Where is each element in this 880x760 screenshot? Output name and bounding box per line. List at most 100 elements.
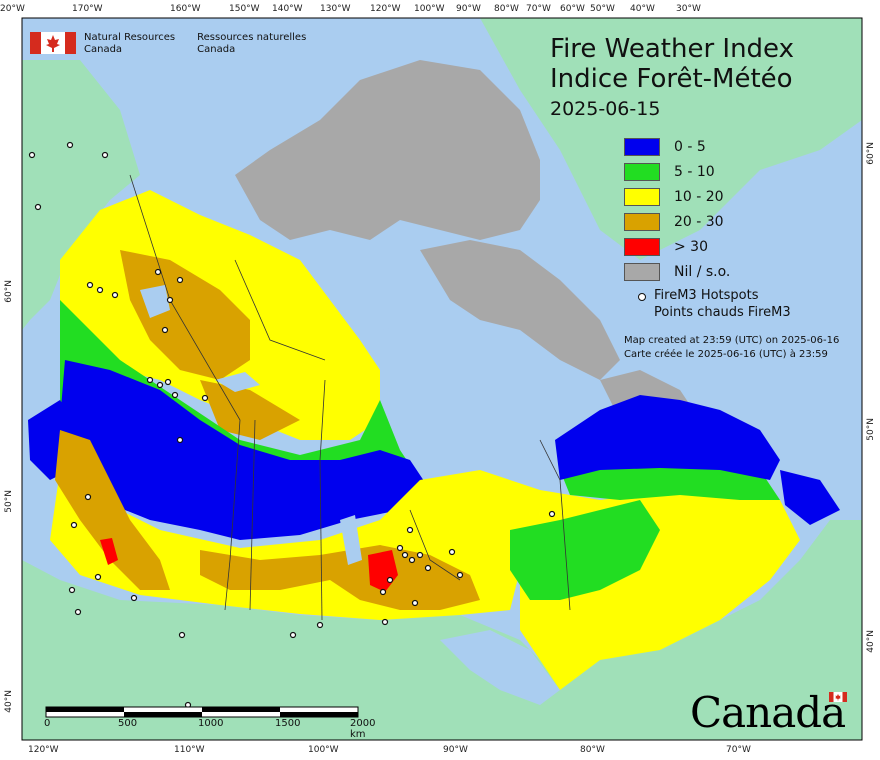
scale-bar: 0 500 1000 1500 2000 km: [44, 704, 375, 740]
map-title: Fire Weather Index Indice Forêt-Météo 20…: [550, 34, 794, 122]
agency-en-line1: Natural Resources: [84, 32, 176, 43]
canada-wordmark: Canada: [690, 688, 846, 737]
hotspot-point: [96, 286, 104, 294]
scale-bar-graphic: [45, 706, 359, 718]
legend-item: 10 - 20: [624, 184, 730, 209]
fwi-legend: 0 - 5 5 - 10 10 - 20 20 - 30 > 30 Nil / s.o.: [624, 134, 730, 284]
legend-label: 5 - 10: [674, 163, 715, 180]
fwi-red-bc: [100, 538, 118, 565]
wordmark-flag-icon: [829, 692, 847, 702]
legend-swatch: [624, 237, 660, 256]
legend-label: > 30: [674, 238, 708, 255]
graticule-label: 50°N: [866, 418, 876, 441]
agency-fr-line2: Canada: [197, 44, 236, 55]
hotspot-point: [201, 394, 209, 402]
agency-fr-line1: Ressources naturelles: [197, 32, 307, 43]
legend-item: 20 - 30: [624, 209, 730, 234]
greenland-land: [480, 18, 862, 260]
title-date: 2025-06-15: [550, 98, 661, 120]
agency-en-line2: Canada: [84, 44, 123, 55]
hotspot-point: [130, 594, 138, 602]
graticule-label: 110°W: [174, 745, 205, 755]
hotspot-point: [289, 631, 297, 639]
legend-swatch: [624, 187, 660, 206]
hotspot-point: [401, 551, 409, 559]
hotspot-point: [406, 526, 414, 534]
legend-swatch: [624, 262, 660, 281]
hotspot-point: [424, 564, 432, 572]
hotspot-point: [379, 588, 387, 596]
fwi-west-blue: [60, 360, 430, 540]
hotspot-point: [156, 381, 164, 389]
legend-item: > 30: [624, 234, 730, 259]
hotspot-point: [164, 378, 172, 386]
fwi-quebec-blue: [555, 395, 780, 480]
hotspot-point: [28, 151, 36, 159]
graticule-label: 120°W: [28, 745, 59, 755]
arctic-islands: [235, 60, 540, 240]
legend-swatch: [624, 212, 660, 231]
hotspot-point: [146, 376, 154, 384]
legend-label: 10 - 20: [674, 188, 724, 205]
hotspot-point: [34, 203, 42, 211]
hotspot-point: [74, 608, 82, 616]
hotspot-point: [176, 276, 184, 284]
canada-flag-icon: [30, 32, 76, 54]
graticule-label: 40°N: [866, 630, 876, 653]
alaska-land: [22, 60, 140, 330]
credits-fr: Carte créée le 2025-06-16 (UTC) à 23:59: [624, 349, 828, 360]
hotspot-point: [386, 576, 394, 584]
hotspot-point: [84, 493, 92, 501]
nrcan-signature: Natural Resources Canada Ressources natu…: [30, 32, 306, 56]
graticule-label: 90°W: [443, 745, 468, 755]
hotspot-point: [176, 436, 184, 444]
hotspot-point: [111, 291, 119, 299]
agency-name-en: Natural Resources Canada: [84, 32, 175, 56]
legend-label: Nil / s.o.: [674, 263, 731, 280]
scale-bar-label: 1500: [275, 718, 301, 729]
usa-land: [22, 520, 862, 740]
hotspot-point: [448, 548, 456, 556]
hotspot-point: [166, 296, 174, 304]
graticule-label: 70°W: [726, 745, 751, 755]
graticule-label: 100°W: [308, 745, 339, 755]
graticule-label: 50°W: [590, 4, 615, 14]
map-credits: Map created at 23:59 (UTC) on 2025-06-16…: [624, 334, 839, 362]
hotspot-point: [171, 391, 179, 399]
hotspot-point: [548, 510, 556, 518]
graticule-label: 30°W: [676, 4, 701, 14]
graticule-label: 40°W: [630, 4, 655, 14]
graticule-label: 60°W: [560, 4, 585, 14]
fwi-newfoundland-blue: [780, 470, 840, 525]
graticule-label: 40°N: [4, 690, 14, 713]
hudson-bay: [380, 320, 530, 480]
hotspot-label-fr: Points chauds FireM3: [654, 305, 791, 320]
hotspot-point: [154, 268, 162, 276]
graticule-label: 120°W: [370, 4, 401, 14]
graticule-label: 50°N: [4, 490, 14, 513]
great-slave-lake: [215, 372, 260, 392]
graticule-label: 70°W: [526, 4, 551, 14]
hotspot-point: [66, 141, 74, 149]
title-en: Fire Weather Index: [550, 34, 794, 64]
hotspot-point: [416, 551, 424, 559]
hotspot-marker-icon: [638, 293, 646, 301]
title-fr: Indice Forêt-Météo: [550, 64, 793, 94]
hotspot-point: [456, 571, 464, 579]
great-lakes: [440, 630, 560, 705]
hotspot-point: [178, 631, 186, 639]
scale-bar-label: 1000: [198, 718, 224, 729]
graticule-label: 80°W: [580, 745, 605, 755]
fwi-nwt-orange: [120, 250, 250, 380]
hotspot-legend: FireM3 Hotspots Points chauds FireM3: [638, 287, 791, 321]
map-frame: [21, 17, 863, 741]
hotspot-label-en: FireM3 Hotspots: [654, 288, 759, 303]
hotspot-point: [396, 544, 404, 552]
graticule-label: 20°W: [0, 4, 25, 14]
credits-en: Map created at 23:59 (UTC) on 2025-06-16: [624, 335, 840, 346]
hotspot-point: [70, 521, 78, 529]
hotspot-point: [411, 599, 419, 607]
graticule-label: 60°N: [866, 142, 876, 165]
hotspot-point: [68, 586, 76, 594]
